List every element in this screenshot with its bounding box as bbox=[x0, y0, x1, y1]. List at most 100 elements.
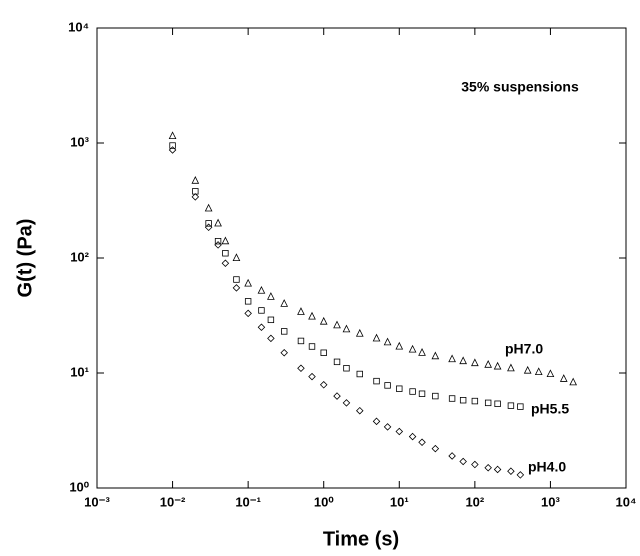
x-axis-label: Time (s) bbox=[323, 528, 399, 550]
data-point bbox=[205, 220, 212, 227]
data-point bbox=[395, 341, 404, 350]
data-point bbox=[569, 377, 578, 386]
y-tick-label: 10² bbox=[70, 249, 89, 264]
data-point bbox=[418, 390, 426, 397]
data-point bbox=[523, 365, 532, 374]
data-point bbox=[214, 218, 222, 227]
data-point bbox=[384, 382, 391, 389]
data-point bbox=[232, 253, 241, 262]
data-point bbox=[343, 365, 350, 372]
data-point bbox=[244, 278, 252, 287]
data-point bbox=[319, 316, 328, 325]
series-label: pH5.5 bbox=[531, 401, 569, 417]
data-point bbox=[356, 370, 363, 378]
data-point bbox=[258, 307, 265, 314]
data-point bbox=[372, 417, 381, 426]
data-point bbox=[280, 328, 288, 335]
data-point bbox=[168, 131, 177, 140]
data-point bbox=[320, 349, 327, 356]
data-point bbox=[168, 146, 177, 154]
data-point bbox=[418, 438, 426, 447]
data-point bbox=[507, 467, 515, 475]
data-point bbox=[516, 471, 525, 479]
y-tick-label: 10¹ bbox=[70, 364, 89, 379]
data-point bbox=[244, 309, 252, 318]
data-point bbox=[517, 403, 524, 410]
data-point bbox=[418, 348, 426, 356]
x-tick-label: 10⁴ bbox=[616, 494, 637, 509]
data-point bbox=[267, 316, 275, 324]
data-point bbox=[308, 343, 316, 350]
data-point bbox=[431, 351, 440, 360]
data-point bbox=[222, 250, 229, 257]
data-point bbox=[221, 259, 230, 268]
data-point bbox=[308, 372, 316, 381]
data-point bbox=[396, 385, 403, 392]
annotation: 35% suspensions bbox=[461, 79, 579, 95]
data-point bbox=[333, 358, 341, 366]
data-point bbox=[459, 457, 467, 466]
data-point bbox=[559, 374, 568, 382]
data-point bbox=[342, 324, 351, 333]
data-point bbox=[191, 193, 200, 201]
y-tick-label: 10⁰ bbox=[69, 479, 89, 494]
data-point bbox=[448, 452, 456, 460]
x-tick-label: 10³ bbox=[541, 494, 560, 509]
y-tick-label: 10³ bbox=[70, 134, 89, 149]
data-point bbox=[534, 367, 543, 376]
data-point bbox=[494, 400, 501, 407]
data-point bbox=[319, 381, 328, 389]
data-point bbox=[297, 364, 305, 373]
data-point bbox=[244, 298, 252, 305]
y-axis-label: G(t) (Pa) bbox=[14, 219, 36, 298]
data-point bbox=[257, 285, 266, 294]
x-tick-label: 10¹ bbox=[390, 494, 409, 509]
data-point bbox=[297, 307, 305, 315]
data-point bbox=[484, 360, 493, 368]
data-point bbox=[342, 399, 351, 407]
data-point bbox=[493, 465, 502, 474]
data-point bbox=[214, 237, 222, 245]
data-point bbox=[280, 299, 289, 307]
data-point bbox=[507, 363, 515, 372]
data-point bbox=[191, 176, 200, 184]
data-point bbox=[333, 320, 341, 329]
data-point bbox=[280, 348, 288, 357]
data-point bbox=[471, 358, 479, 367]
data-point bbox=[356, 406, 364, 415]
data-point bbox=[233, 276, 240, 283]
x-tick-label: 10⁻² bbox=[160, 494, 186, 509]
data-point bbox=[546, 369, 555, 378]
data-point bbox=[471, 397, 479, 405]
data-point bbox=[432, 392, 439, 400]
data-point bbox=[471, 460, 479, 469]
data-point bbox=[459, 356, 467, 365]
data-point bbox=[214, 241, 222, 249]
data-point bbox=[267, 292, 275, 300]
data-point bbox=[257, 323, 266, 332]
plot-frame bbox=[96, 27, 627, 489]
data-point bbox=[297, 337, 305, 345]
data-point bbox=[507, 402, 515, 409]
data-point bbox=[204, 223, 213, 232]
data-point bbox=[459, 397, 467, 404]
data-point bbox=[383, 337, 392, 346]
data-point bbox=[373, 377, 380, 385]
data-point bbox=[372, 333, 381, 342]
series-label: pH4.0 bbox=[528, 459, 566, 475]
data-point bbox=[395, 427, 404, 436]
data-point bbox=[308, 311, 316, 320]
data-point bbox=[408, 344, 417, 353]
data-point bbox=[333, 392, 341, 400]
x-tick-label: 10⁰ bbox=[314, 494, 334, 509]
data-point bbox=[484, 463, 492, 472]
data-point bbox=[448, 354, 456, 363]
data-point bbox=[408, 432, 417, 441]
data-point bbox=[232, 284, 241, 292]
data-point bbox=[383, 423, 392, 431]
data-point bbox=[355, 328, 364, 337]
data-point bbox=[431, 444, 440, 453]
x-tick-label: 10⁻¹ bbox=[235, 494, 261, 509]
